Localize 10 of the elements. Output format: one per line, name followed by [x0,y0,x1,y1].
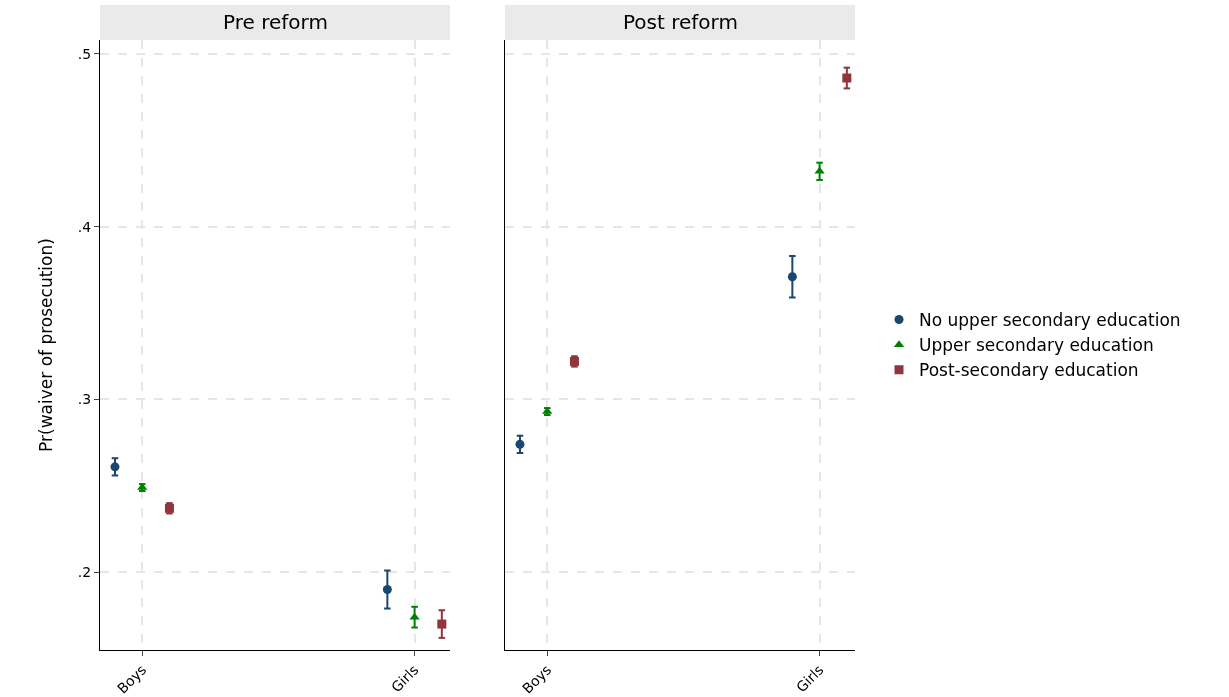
legend-label: Post-secondary education [919,360,1139,381]
y-tick-label: .4 [77,218,92,235]
chart-title: Pre reform [223,10,328,34]
y-tick-label: .2 [77,564,92,581]
y-axis-title: Pr(waiver of prosecution) [36,238,57,452]
chart-title: Post reform [623,10,738,34]
legend-label: No upper secondary education [919,310,1181,331]
legend-label: Upper secondary education [919,335,1154,356]
y-tick-label: .5 [77,45,92,62]
y-tick-label: .3 [77,391,92,408]
